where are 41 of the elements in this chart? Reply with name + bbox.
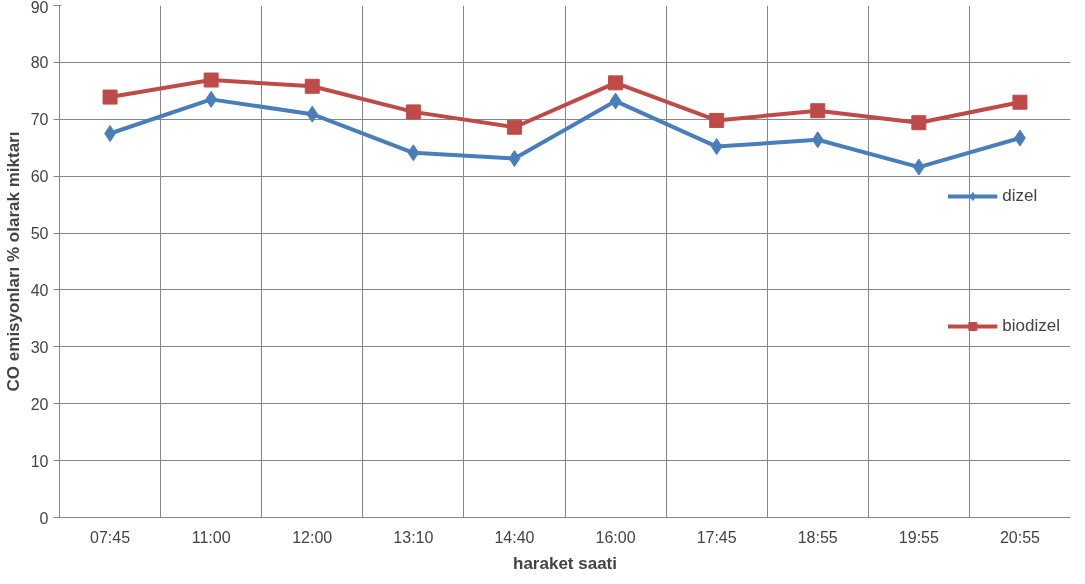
y-tick-label: 60: [30, 168, 49, 186]
x-tick-label: 11:00: [191, 528, 231, 546]
point: [407, 144, 420, 162]
y-tick-label: 30: [30, 338, 49, 356]
y-tick-label: 20: [30, 395, 49, 413]
legend-label: dizel: [1002, 186, 1038, 206]
y-tick-label: 70: [30, 111, 49, 129]
y-tick-label: 40: [30, 281, 49, 299]
y-axis-title: CO emisyonları % olarak miktarı: [3, 131, 23, 392]
y-tick-label: 90: [30, 0, 49, 16]
point: [405, 104, 421, 120]
point: [203, 72, 219, 88]
x-tick-label: 07:45: [90, 528, 131, 546]
x-tick-label: 18:55: [797, 528, 838, 546]
point: [911, 115, 927, 131]
y-tick-label: 80: [30, 54, 49, 72]
x-tick-label: 12:00: [292, 528, 333, 546]
x-tick-label: 13:10: [393, 528, 434, 546]
x-tick-label: 16:00: [595, 528, 636, 546]
point: [609, 92, 622, 110]
y-tick-label: 10: [30, 452, 49, 470]
point: [104, 125, 116, 142]
point: [1012, 94, 1028, 110]
legend-label: biodizel: [1002, 316, 1060, 336]
point: [304, 78, 320, 94]
point: [306, 105, 319, 123]
point: [811, 131, 824, 149]
point: [710, 138, 723, 156]
x-tick-label: 20:55: [999, 528, 1041, 546]
x-axis-title: haraket saati: [513, 553, 617, 573]
x-tick-label: 19:55: [898, 528, 939, 546]
y-tick-label: 0: [39, 509, 49, 527]
x-tick-label: 17:45: [696, 528, 737, 546]
point: [608, 75, 624, 91]
point: [709, 112, 725, 128]
point: [102, 89, 118, 105]
y-tick-label: 50: [30, 225, 49, 243]
point: [810, 103, 826, 119]
x-tick-label: 14:40: [494, 528, 535, 546]
point: [506, 119, 522, 135]
point: [508, 150, 521, 168]
